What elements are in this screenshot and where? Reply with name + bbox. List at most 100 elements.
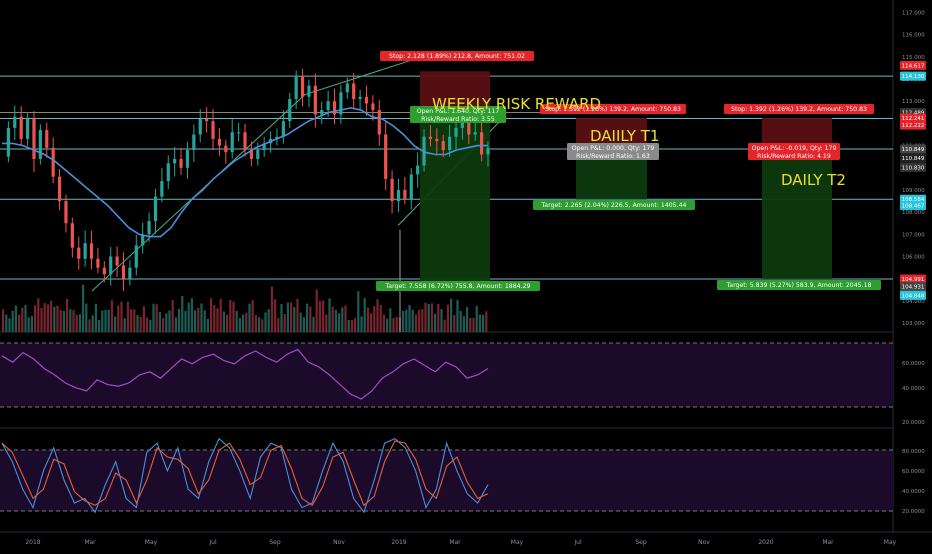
volume-bar: [27, 317, 30, 332]
candle-body: [147, 221, 151, 235]
volume-bar: [162, 318, 165, 332]
volume-bar: [2, 309, 5, 332]
volume-bar: [168, 310, 171, 332]
rsi-tick-label: 40.0000: [902, 386, 925, 392]
candle-body: [416, 165, 420, 175]
volume-bar: [350, 319, 353, 332]
volume-bar: [136, 314, 139, 332]
volume-bar: [190, 298, 193, 332]
candle-body: [377, 110, 381, 135]
volume-bar: [66, 298, 69, 332]
price-tick-label: 115.000: [902, 55, 925, 61]
candle-body: [339, 92, 343, 115]
candle-body: [320, 110, 324, 115]
volume-bar: [395, 316, 398, 332]
volume-bar: [299, 312, 302, 332]
candle-body: [134, 245, 138, 268]
volume-bar: [213, 305, 216, 332]
volume-bar: [226, 314, 229, 332]
time-tick-label: Jul: [573, 539, 582, 546]
price-tick-label: 109.000: [902, 188, 925, 194]
candle-body: [121, 265, 126, 279]
volume-bar: [418, 309, 421, 332]
price-tick-label: 117.000: [902, 10, 925, 16]
weekly-target-label-text: Target: 7.558 (6.72%) 755.8, Amount: 188…: [385, 283, 531, 290]
volume-bar: [165, 313, 168, 332]
price-tag: [900, 274, 926, 284]
weekly-stop-label-bg: [380, 51, 534, 61]
candle-body: [19, 116, 23, 139]
candle-body: [45, 130, 49, 148]
daily-t2-target-label: Target: 5.839 (5.27%) 583.9, Amount: 204…: [717, 280, 881, 290]
daily-t1-target-label-text: Target: 2.265 (2.04%) 226.5, Amount: 140…: [541, 202, 687, 209]
price-tag: [900, 290, 926, 300]
volume-bar: [219, 298, 222, 332]
volume-bar: [446, 304, 449, 332]
candle-body: [102, 267, 106, 275]
volume-bar: [389, 308, 392, 332]
volume-bar: [322, 300, 325, 332]
candle-body: [243, 132, 247, 151]
volume-bar: [354, 318, 357, 332]
volume-bar: [40, 307, 43, 332]
candle-body: [358, 96, 362, 99]
daily-t1-target-label: Target: 2.265 (2.04%) 226.5, Amount: 140…: [533, 200, 695, 210]
price-tag: [900, 144, 926, 154]
time-tick-label: Mar: [84, 539, 96, 546]
volume-bar: [475, 305, 478, 332]
candle-body: [448, 136, 452, 151]
volume-bar: [264, 312, 267, 332]
candle-body: [288, 98, 292, 122]
volume-bar: [392, 318, 395, 332]
volume-bar: [46, 304, 49, 332]
volume-bar: [174, 317, 177, 332]
daily-t2-stop-label: Stop: 1.392 (1.26%) 139.2, Amount: 750.8…: [724, 104, 874, 114]
daily-t1-target-label-bg: [533, 200, 695, 210]
volume-bar: [338, 313, 341, 332]
daily-t2-open-label-text: Open P&L: -0.019, Qty: 179: [752, 145, 837, 152]
weekly-target-label: Target: 7.558 (6.72%) 755.8, Amount: 188…: [376, 281, 540, 291]
volume-bar: [75, 314, 78, 332]
volume-bar: [210, 298, 213, 332]
volume-bar: [373, 306, 376, 332]
price-tag: [900, 282, 926, 292]
volume-bar: [107, 309, 110, 332]
candle-body: [249, 150, 253, 159]
candle-body: [25, 118, 30, 139]
volume-bar: [302, 317, 305, 332]
volume-bar: [94, 303, 97, 332]
price-tag: [900, 113, 926, 123]
weekly-open-label-text: Open P&L: 1.640, Qty: 117: [417, 108, 500, 115]
candle-body: [403, 189, 407, 199]
volume-bar: [434, 313, 437, 332]
daily-t2-open-label-bg: [748, 143, 840, 160]
axes: 103.000104.000105.000106.000107.000108.0…: [25, 10, 926, 546]
candle-body: [326, 101, 330, 111]
time-tick-label: Nov: [698, 539, 710, 546]
candle-body: [256, 150, 260, 159]
candle-body: [166, 163, 170, 182]
candle-body: [38, 130, 42, 159]
price-tag-text: 104.931: [902, 285, 925, 291]
time-tick-label: 2019: [391, 539, 406, 546]
price-tick-label: 108.000: [902, 210, 925, 216]
rsi-tick-label: 60.0000: [902, 361, 925, 367]
rsi-line: [1, 348, 489, 400]
target-zone: [420, 118, 490, 287]
volume-bar: [181, 295, 184, 332]
candle-body: [51, 147, 55, 177]
volume-bar: [158, 312, 161, 332]
volume-bar: [72, 310, 75, 332]
candle-body: [57, 176, 62, 202]
daily-t1-open-label-bg: [567, 143, 659, 160]
candle-body: [300, 76, 305, 97]
volume-bar: [430, 303, 433, 332]
volume-bar: [261, 319, 264, 332]
candle-body: [486, 147, 490, 155]
candle-body: [384, 134, 388, 179]
volume-bar: [309, 306, 312, 332]
price-tag: [900, 120, 926, 130]
volume-bar: [472, 318, 475, 332]
